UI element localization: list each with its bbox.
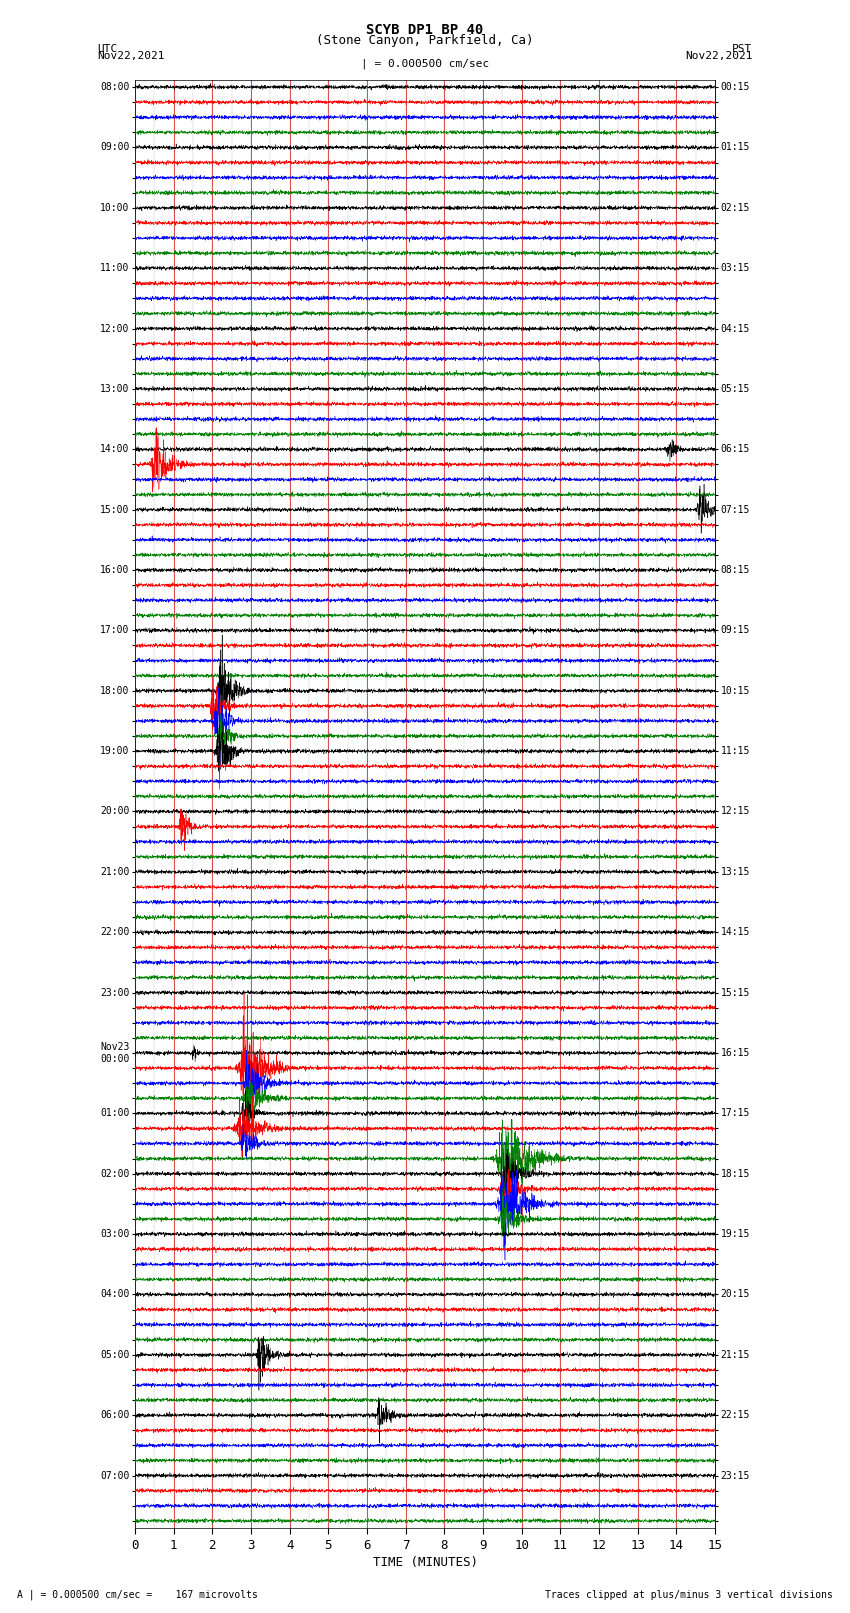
Text: A | = 0.000500 cm/sec =    167 microvolts: A | = 0.000500 cm/sec = 167 microvolts: [17, 1589, 258, 1600]
Text: Nov22,2021: Nov22,2021: [685, 50, 752, 61]
Text: PST: PST: [732, 44, 752, 53]
Text: UTC: UTC: [98, 44, 118, 53]
Text: SCYB DP1 BP 40: SCYB DP1 BP 40: [366, 24, 484, 37]
Text: Traces clipped at plus/minus 3 vertical divisions: Traces clipped at plus/minus 3 vertical …: [545, 1590, 833, 1600]
Text: | = 0.000500 cm/sec: | = 0.000500 cm/sec: [361, 58, 489, 69]
X-axis label: TIME (MINUTES): TIME (MINUTES): [372, 1557, 478, 1569]
Text: Nov22,2021: Nov22,2021: [98, 50, 165, 61]
Text: (Stone Canyon, Parkfield, Ca): (Stone Canyon, Parkfield, Ca): [316, 34, 534, 47]
